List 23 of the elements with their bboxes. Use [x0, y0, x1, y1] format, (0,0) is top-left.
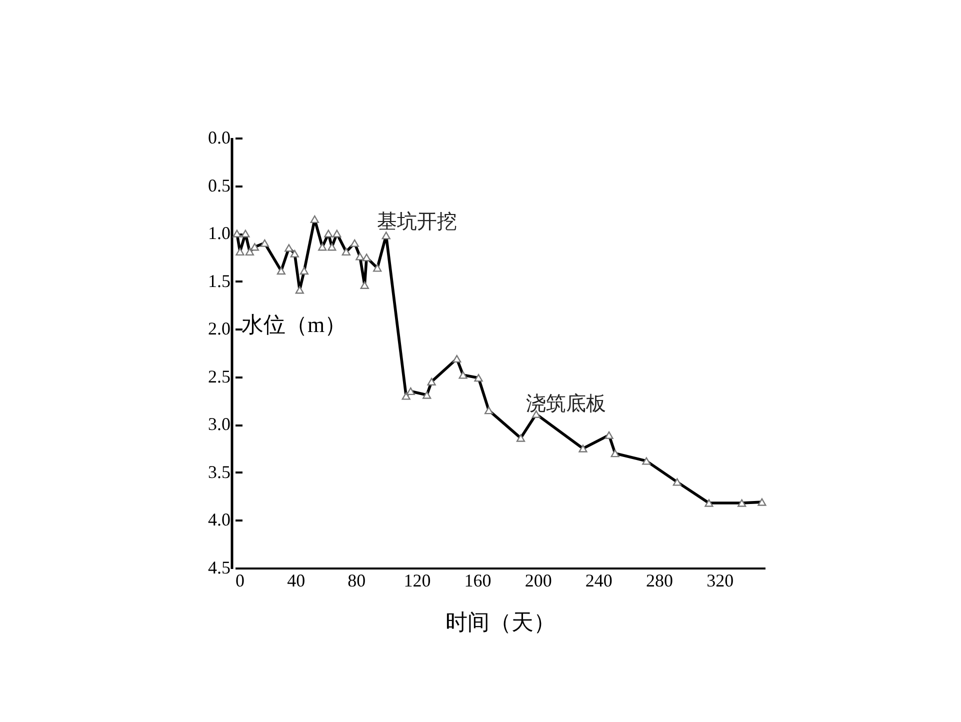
y-tick-label: 2.0 — [208, 318, 230, 339]
x-tick-label: 240 — [585, 570, 612, 590]
x-tick-label: 160 — [464, 570, 492, 590]
x-tick-label: 200 — [524, 570, 552, 590]
y-tick-label: 4.5 — [208, 558, 230, 578]
y-tick-label: 0.5 — [208, 175, 230, 196]
y-tick-label: 4.0 — [208, 510, 230, 530]
x-axis-title: 时间（天） — [446, 610, 556, 634]
y-tick-label: 3.5 — [208, 462, 230, 482]
y-tick-label: 1.5 — [208, 270, 230, 291]
y-tick-label: 0.0 — [208, 128, 230, 148]
y-tick-label: 2.5 — [208, 366, 230, 386]
x-tick-label: 0 — [236, 570, 244, 590]
annotation: 基坑开挖 — [377, 211, 457, 233]
y-axis-title: 水位（m） — [242, 312, 347, 337]
x-tick-label: 280 — [646, 570, 673, 590]
annotation: 浇筑底板 — [526, 393, 606, 415]
y-tick-label: 1.0 — [208, 223, 230, 244]
x-tick-label: 80 — [348, 570, 366, 590]
x-tick-label: 120 — [404, 570, 431, 590]
x-tick-label: 40 — [287, 570, 306, 590]
x-tick-label: 320 — [706, 570, 734, 590]
y-tick-label: 3.0 — [208, 414, 230, 434]
